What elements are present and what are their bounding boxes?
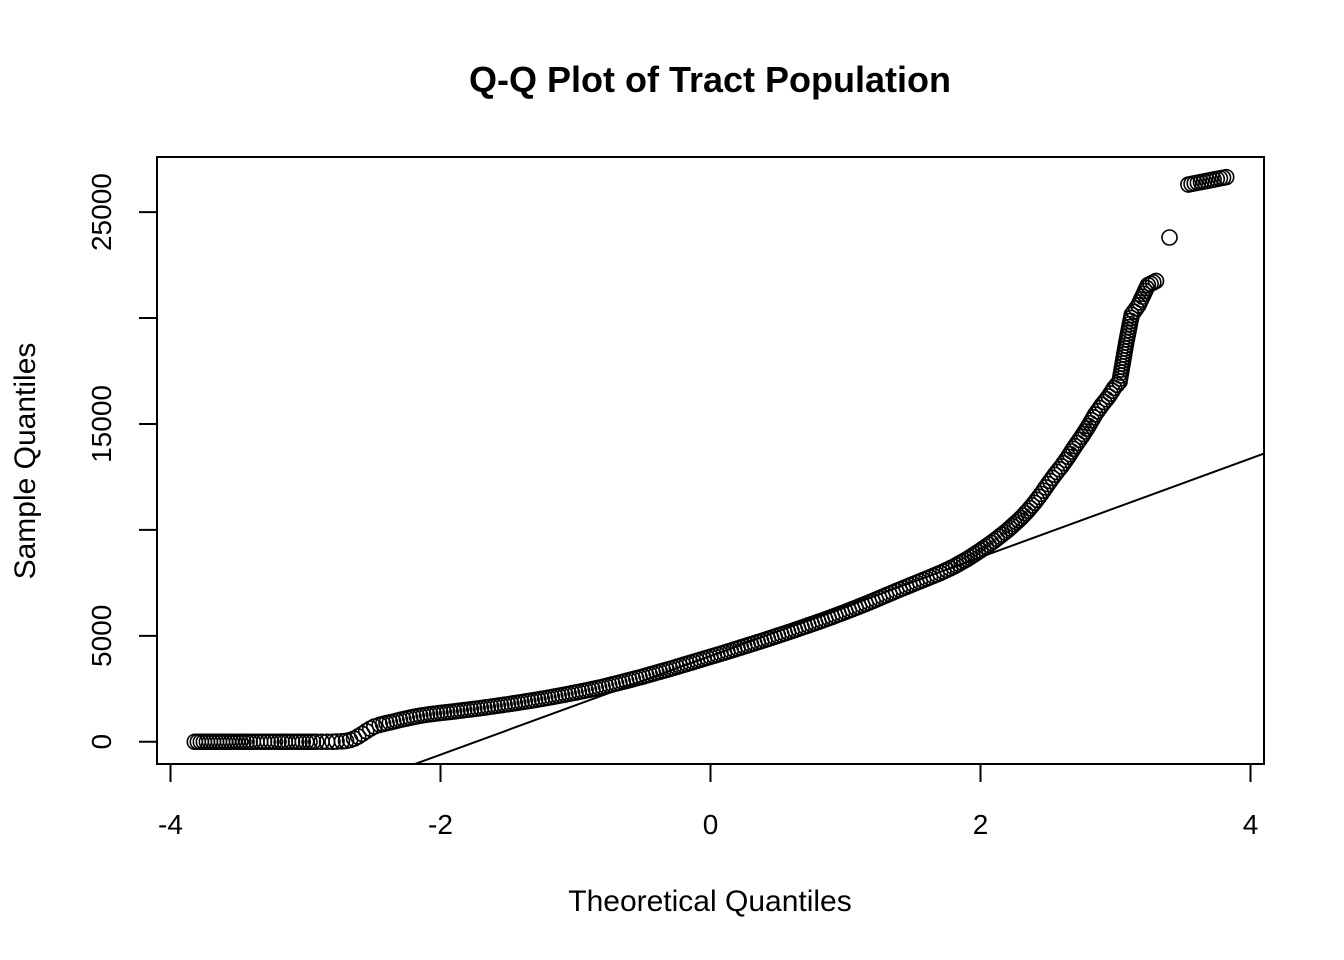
y-tick-label: 5000 <box>86 605 117 667</box>
y-axis-title: Sample Quantiles <box>9 343 42 580</box>
y-tick-label: 25000 <box>86 173 117 251</box>
y-tick-label: 15000 <box>86 385 117 463</box>
x-axis-title: Theoretical Quantiles <box>568 885 851 918</box>
reference-line <box>414 452 1265 765</box>
plot-frame <box>156 156 1265 765</box>
x-axis: -4 -2 0 2 4 <box>158 763 1259 840</box>
y-tick-label: 0 <box>86 734 117 750</box>
x-tick-label: -4 <box>158 809 183 840</box>
data-point <box>328 733 345 750</box>
data-point <box>1145 274 1162 291</box>
chart-title: Q-Q Plot of Tract Population <box>469 59 951 100</box>
x-tick-label: 0 <box>703 809 719 840</box>
data-point <box>324 733 341 751</box>
data-point <box>353 725 371 743</box>
data-point <box>307 733 325 751</box>
data-point <box>357 722 375 740</box>
y-axis: 0 5000 15000 25000 <box>86 173 158 750</box>
data-point <box>262 733 280 751</box>
data-point <box>1098 390 1115 408</box>
data-point <box>259 733 277 751</box>
data-point <box>266 733 284 751</box>
x-tick-label: 2 <box>973 809 989 840</box>
data-point <box>1147 272 1165 290</box>
data-points <box>186 168 1235 751</box>
data-point <box>1161 229 1178 246</box>
data-point <box>283 733 301 751</box>
data-point <box>1095 393 1113 411</box>
data-point <box>349 728 367 745</box>
x-tick-label: -2 <box>428 809 453 840</box>
x-tick-label: 4 <box>1243 809 1259 840</box>
data-point <box>1217 168 1235 186</box>
